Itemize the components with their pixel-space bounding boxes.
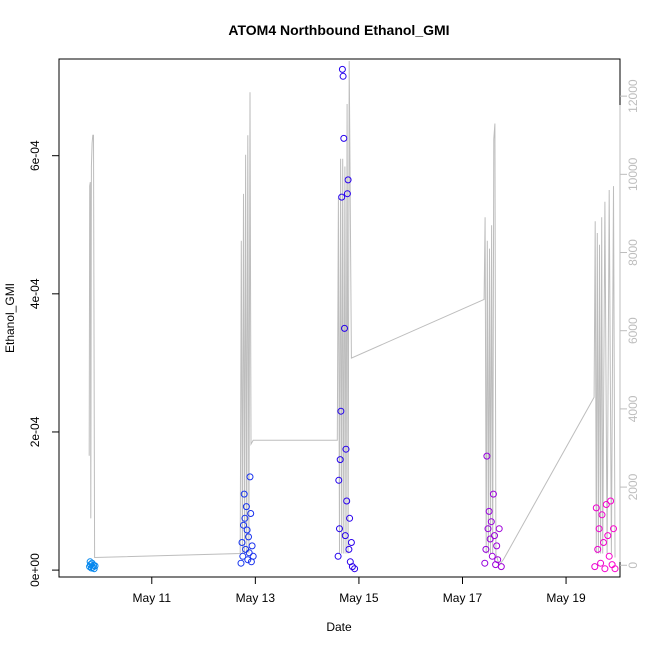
data-point-flight-3-6: [338, 193, 346, 201]
data-point-flight-2-17: [249, 552, 257, 560]
y2-tick-label-3: 4000: [626, 395, 640, 422]
data-point-flight-2-14: [247, 510, 255, 517]
data-point-flight-2-12: [245, 549, 253, 557]
y-tick-label-2: 2e-04: [28, 416, 42, 447]
data-point-flight-3-15: [344, 176, 352, 184]
data-point-flight-3-10: [341, 324, 348, 332]
data-point-flight-4-8: [488, 552, 496, 560]
data-point-flight-5-5: [597, 559, 605, 567]
altitude-trace-layer: [88, 60, 616, 567]
data-point-flight-5-7: [600, 539, 607, 546]
data-point-flight-3-16: [345, 545, 353, 553]
altitude-trace-line: [88, 60, 616, 567]
data-point-flight-4-1: [481, 559, 489, 567]
data-point-flight-5-14: [610, 525, 617, 533]
data-point-flight-5-6: [598, 511, 606, 519]
data-point-flight-4-6: [486, 535, 494, 543]
data-point-flight-3-14: [343, 190, 351, 198]
data-point-flight-2-11: [245, 533, 252, 541]
data-point-flight-4-12: [493, 542, 501, 550]
data-point-flight-4-13: [494, 556, 502, 564]
data-point-flight-1-8: [90, 565, 98, 573]
y2-tick-label-1: 0: [626, 562, 640, 569]
data-point-flight-5-12: [607, 497, 615, 505]
data-point-flight-2-10: [244, 556, 252, 564]
x-axis-label: Date: [326, 620, 352, 634]
y2-tick-label-4: 6000: [626, 317, 640, 344]
data-point-flight-2-1: [237, 559, 245, 567]
data-point-flight-5-11: [605, 552, 613, 560]
y-axis: 0e+00 2e-04 4e-04 6e-04: [28, 140, 60, 587]
y-tick-label-4: 6e-04: [28, 140, 42, 171]
data-point-flight-3-12: [342, 445, 350, 453]
data-point-flight-3-4: [336, 456, 344, 464]
data-point-flight-3-13: [343, 497, 351, 505]
data-point-flight-5-13: [608, 561, 616, 569]
data-point-flight-2-9: [243, 526, 251, 534]
data-point-flight-4-7: [487, 518, 495, 526]
ethanol-points-layer: [86, 65, 619, 573]
data-point-flight-2-7: [242, 545, 250, 553]
data-point-flight-2-6: [241, 514, 249, 522]
y-tick-label-1: 0e+00: [28, 553, 42, 587]
data-point-flight-5-3: [594, 545, 602, 553]
data-point-flight-3-7: [338, 65, 346, 73]
data-point-flight-2-13: [246, 473, 254, 481]
data-point-flight-5-15: [611, 565, 619, 573]
data-point-flight-4-15: [497, 563, 505, 571]
y-axis-label: Ethanol_GMI: [3, 283, 17, 353]
data-point-flight-2-16: [248, 542, 256, 550]
data-point-flight-3-2: [335, 476, 343, 484]
data-point-flight-1-9: [91, 562, 99, 570]
y2-tick-label-6: 10000: [626, 157, 640, 191]
data-point-flight-5-9: [602, 501, 610, 508]
data-point-flight-2-4: [240, 521, 247, 529]
data-point-flight-3-1: [334, 552, 342, 560]
data-point-flight-4-3: [483, 452, 491, 460]
data-point-flight-2-2: [238, 539, 246, 546]
data-point-flight-3-19: [347, 539, 355, 546]
x-tick-label-2: May 13: [236, 591, 276, 605]
data-point-flight-3-5: [337, 407, 345, 415]
chart-title: ATOM4 Northbound Ethanol_GMI: [228, 22, 449, 38]
x-tick-label-3: May 15: [339, 591, 379, 605]
y2-tick-label-5: 8000: [626, 239, 640, 266]
data-point-flight-3-9: [340, 134, 348, 142]
data-point-flight-2-8: [242, 503, 250, 511]
data-point-flight-4-2: [482, 545, 490, 553]
data-point-flight-5-8: [601, 565, 609, 573]
data-point-flight-4-14: [495, 525, 503, 533]
secondary-y-axis: 0 2000 4000 6000 8000 10000 12000: [619, 79, 640, 569]
x-tick-label-4: May 17: [443, 591, 483, 605]
data-point-flight-4-5: [485, 507, 493, 515]
data-point-flight-4-10: [491, 532, 498, 540]
data-point-flight-3-8: [339, 72, 347, 80]
data-point-flight-5-1: [591, 563, 599, 571]
data-point-flight-3-3: [336, 525, 343, 533]
data-point-flight-2-5: [240, 490, 248, 498]
data-point-flight-3-21: [351, 565, 359, 573]
data-point-flight-5-2: [592, 504, 600, 512]
data-point-flight-4-4: [484, 525, 492, 533]
y2-tick-label-7: 12000: [626, 79, 640, 113]
y-tick-label-3: 4e-04: [28, 278, 42, 309]
x-axis: May 11 May 13 May 15 May 17 May 19: [133, 576, 586, 605]
data-point-flight-5-4: [595, 525, 603, 533]
x-tick-label-5: May 19: [546, 591, 586, 605]
data-point-flight-3-17: [346, 514, 354, 522]
y2-tick-label-2: 2000: [626, 473, 640, 500]
data-point-flight-2-3: [239, 552, 247, 560]
x-tick-label-1: May 11: [133, 591, 172, 605]
data-point-flight-5-10: [604, 532, 612, 540]
data-point-flight-3-11: [341, 532, 349, 540]
data-point-flight-4-9: [489, 490, 497, 498]
data-point-flight-3-20: [348, 563, 356, 571]
